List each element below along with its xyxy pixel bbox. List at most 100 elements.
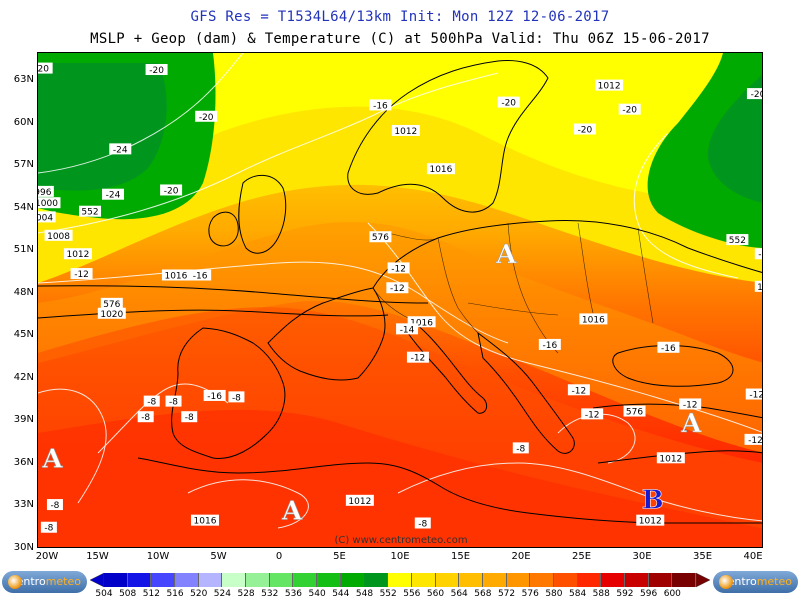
colorbar-swatch — [364, 573, 389, 587]
temperature-label-text: -24 — [106, 191, 121, 201]
temperature-label: -12 — [70, 268, 93, 280]
temperature-label-box — [754, 280, 762, 292]
colorbar-value-label: 584 — [569, 589, 587, 599]
temperature-label-box — [746, 88, 762, 100]
isobar-label-text: 1016 — [429, 165, 452, 175]
globe-icon — [8, 575, 22, 589]
low-pressure-symbol: B — [642, 485, 664, 515]
isobar-label-box — [161, 269, 190, 281]
isobar-label-box — [636, 514, 665, 526]
colorbar-swatch — [293, 573, 318, 587]
colorbar-value-label: 600 — [663, 589, 681, 599]
isobar-label-text: 1016 — [164, 271, 187, 281]
longitude-tick-label: 35E — [692, 551, 713, 562]
colorbar-value-label: 592 — [616, 589, 634, 599]
temperature-label: -2 — [754, 248, 762, 260]
temperature-label-box — [203, 389, 226, 401]
temperature-label-text: -24 — [113, 145, 128, 155]
longitude-tick-label: 30E — [632, 551, 652, 562]
coastline-layer — [137, 60, 762, 524]
colorbar-swatch — [601, 573, 625, 587]
temperature-label-box — [754, 248, 762, 260]
temperature-label-text: -16 — [193, 271, 208, 281]
temperature-label-box — [406, 351, 429, 363]
geopotential-label: 576 — [100, 297, 123, 310]
temperature-label-box — [38, 62, 53, 74]
longitude-tick-label: 40E — [743, 551, 763, 562]
temperature-label: -16 — [189, 269, 212, 281]
colorbar-swatch — [624, 573, 649, 587]
temperature-label-box — [657, 341, 680, 353]
latitude-tick-label: 45N — [13, 329, 34, 341]
temperature-label-text: -12 — [74, 270, 89, 280]
colorbar-swatch — [175, 573, 199, 587]
weather-map[interactable]: (C) www.centrometeo.com 1012 1012 1016 996 1… — [37, 52, 763, 548]
temperature-label-box — [581, 408, 604, 420]
latitude-tick-label: 63N — [13, 74, 34, 86]
longitude-tick-label: 20E — [511, 551, 531, 562]
colorbar-swatch — [317, 573, 341, 587]
temperature-label: -8 — [228, 391, 245, 403]
temperature-label: -24 — [109, 143, 132, 155]
isobar-label: 1016 — [407, 316, 436, 328]
temperature-label-text: -12 — [748, 436, 763, 446]
temperature-label: -8 — [512, 442, 529, 454]
isobar-label-box — [63, 248, 92, 260]
latitude-tick-label: 36N — [13, 456, 34, 468]
geopotential-label-text: 552 — [81, 208, 98, 218]
colorbar-value-label: 596 — [640, 589, 658, 599]
geopotential-label-text: 576 — [626, 408, 643, 418]
colorbar-swatch — [388, 573, 412, 587]
temperature-label-text: -12 — [572, 386, 587, 396]
temperature-label-text: -8 — [44, 524, 53, 534]
geopotential-label-box — [369, 231, 392, 243]
longitude-tick-label: 15W — [86, 551, 109, 562]
temperature-label-text: -8 — [169, 398, 178, 408]
temperature-label: -12 — [567, 384, 590, 396]
map-title-line-1: GFS Res = T1534L64/13km Init: Mon 12Z 12… — [190, 9, 610, 25]
geopotential-label-box — [100, 297, 123, 309]
high-pressure-symbol: A — [281, 497, 303, 527]
isobar-label-text: 1016 — [582, 315, 605, 325]
temperature-label-box — [228, 391, 245, 403]
temperature-label: -20 — [618, 103, 641, 116]
temperature-label-box — [497, 96, 520, 108]
temperature-label: -12 — [745, 388, 762, 401]
longitude-tick-label: 10W — [146, 551, 170, 562]
temperature-label-box — [46, 499, 63, 511]
temperature-label: -20 — [145, 64, 168, 76]
geopotential-label: 576 — [623, 405, 646, 418]
isobar-label-text: 1012 — [394, 127, 417, 137]
isobar-label: 1012 — [595, 79, 624, 92]
colorbar-value-label: 520 — [190, 589, 208, 599]
colorbar-value-label: 576 — [521, 589, 539, 599]
temperature-label-text: -8 — [50, 501, 59, 511]
longitude-tick-label: 10E — [390, 551, 410, 562]
temperature-label: -16 — [538, 338, 561, 351]
temperature-label: -12 — [581, 408, 604, 420]
colorbar-value-label: 580 — [545, 589, 563, 599]
watermark: (C) www.centrometeo.com — [334, 535, 467, 546]
temperature-label: -8 — [143, 395, 160, 408]
latitude-tick-label: 48N — [13, 286, 34, 298]
geopotential-label: 552 — [726, 234, 749, 246]
temperature-label-box — [679, 398, 702, 410]
colorbar-swatch — [435, 573, 460, 587]
isobar-label: 1012 — [63, 248, 92, 260]
temperature-label-text: -16 — [661, 344, 676, 354]
temperature-label-box — [387, 262, 410, 274]
colorbar-swatch — [246, 573, 270, 587]
temperature-label: -12 — [406, 351, 429, 364]
temperature-label: -12 — [744, 433, 763, 446]
isobar-label-box — [97, 307, 126, 319]
temperature-label-box — [40, 521, 57, 533]
temperature-label-box — [567, 384, 590, 396]
temperature-label-box — [369, 99, 392, 111]
colorbar-swatch — [127, 573, 152, 587]
isobar-label-text: 1012 — [659, 454, 682, 464]
isobar-label: 1012 — [636, 514, 665, 527]
colorbar-value-label: 516 — [166, 589, 184, 599]
colorbar-value-label: 568 — [474, 589, 492, 599]
colorbar-value-label: 548 — [355, 589, 374, 599]
isobar-label-text: 996 — [38, 188, 52, 198]
